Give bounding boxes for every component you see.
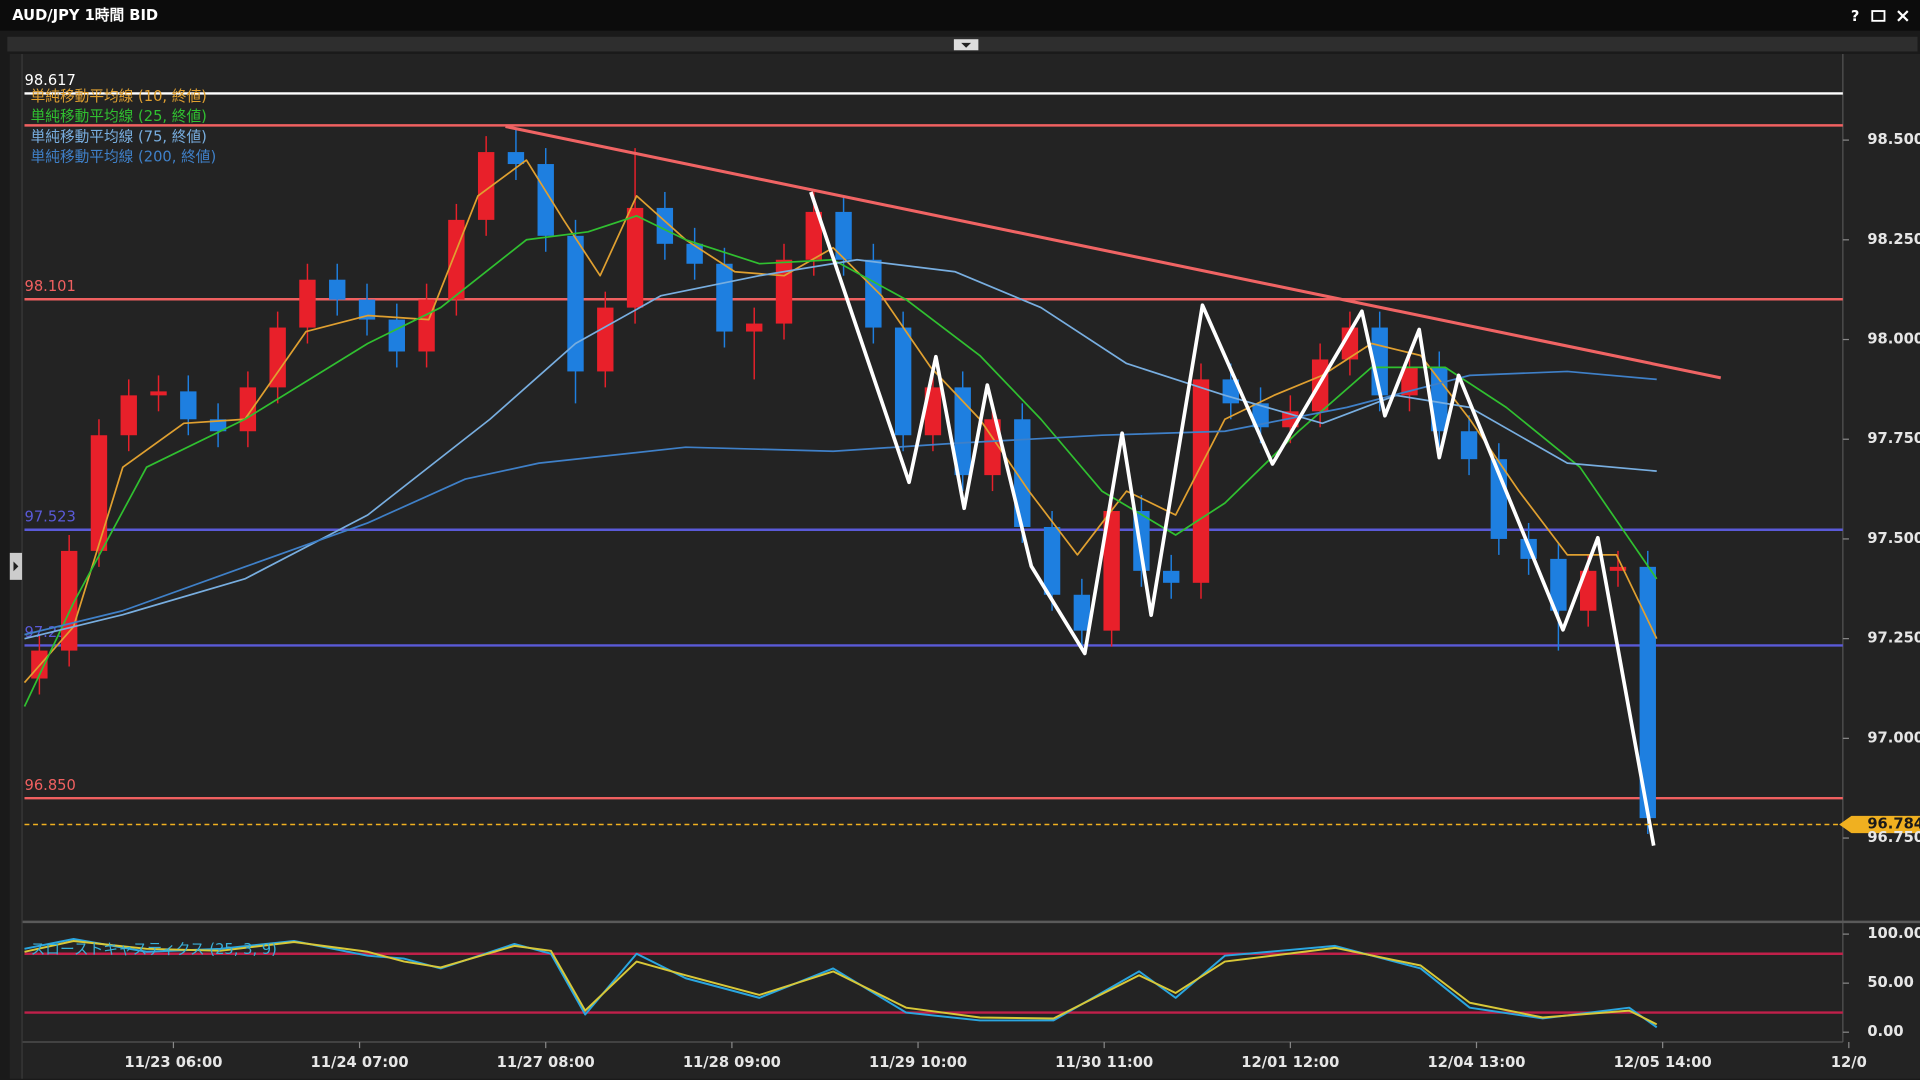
title-bar: [0, 0, 1920, 31]
maximize-button[interactable]: [1871, 10, 1886, 22]
x-tick-label: 11/28 09:00: [683, 1054, 781, 1071]
candle-body: [150, 391, 167, 396]
candle-body: [775, 259, 793, 324]
legend-entry: 単純移動平均線 (75, 終値): [31, 128, 207, 145]
trendline: [505, 125, 1722, 380]
candle-body: [597, 307, 614, 372]
candle-body: [686, 243, 703, 264]
level-label: 96.850: [24, 777, 75, 794]
plot-background: [9, 53, 1920, 1079]
legend-entry: 単純移動平均線 (25, 終値): [31, 108, 207, 125]
candle-body: [358, 299, 376, 320]
current-price-tag: [1839, 815, 1920, 834]
y-tick-label: 98.500: [1867, 131, 1920, 148]
candle-body: [180, 391, 197, 420]
candle-body: [239, 387, 257, 432]
x-tick-label: 11/29 10:00: [869, 1054, 967, 1071]
window-title: AUD/JPY 1時間 BID: [12, 6, 158, 24]
legend-entry: 単純移動平均線 (10, 終値): [31, 88, 207, 105]
candle-body: [537, 164, 554, 236]
y-tick-label: 97.500: [1867, 530, 1920, 547]
candle-body: [1580, 570, 1597, 611]
oscillator-line: [24, 940, 1658, 1026]
help-button[interactable]: ?: [1851, 8, 1860, 25]
y-tick-label: 97.000: [1867, 729, 1920, 746]
candle-body: [1431, 367, 1448, 432]
candle-body: [507, 152, 525, 165]
candle-body: [477, 152, 495, 220]
candle-body: [716, 263, 733, 332]
candle-body: [1014, 419, 1031, 527]
x-tick-label: 11/30 11:00: [1055, 1054, 1153, 1071]
level-label: 97.523: [24, 508, 75, 525]
y-tick-label: 97.750: [1867, 430, 1920, 447]
y-tick-label: 100.00: [1867, 925, 1920, 942]
candle-body: [1460, 431, 1478, 460]
x-tick-label: 12/04 13:00: [1427, 1054, 1525, 1071]
level-label: 98.101: [24, 278, 75, 295]
candle-body: [90, 435, 108, 551]
candle-body: [894, 327, 912, 436]
candle-body: [299, 279, 316, 328]
candle-body: [418, 299, 435, 352]
current-price-label: 96.784: [1867, 815, 1920, 832]
y-tick-label: 0.00: [1867, 1023, 1903, 1040]
candle-body: [805, 211, 822, 260]
y-tick-label: 97.250: [1867, 630, 1920, 647]
candle-body: [329, 279, 346, 300]
level-label: 98.617: [24, 72, 75, 89]
x-tick-label: 12/05 14:00: [1614, 1054, 1712, 1071]
toolbar-toggle-icon: [961, 42, 972, 48]
candle-body: [626, 207, 644, 308]
close-button[interactable]: [1897, 10, 1909, 22]
moving-average: [23, 159, 1658, 684]
y-tick-label: 98.250: [1867, 231, 1920, 248]
x-tick-label: 12/0: [1831, 1054, 1867, 1071]
candle-body: [924, 387, 942, 436]
candle-body: [448, 219, 465, 300]
x-tick-label: 11/24 07:00: [311, 1054, 409, 1071]
oscillator-title: スローストキャスティクス (25, 3, 9): [31, 941, 277, 958]
candle-body: [1073, 594, 1091, 631]
candle-body: [954, 387, 971, 476]
candle-body: [1252, 403, 1269, 428]
moving-average: [24, 258, 1657, 640]
candle-body: [1043, 526, 1061, 595]
candle-body: [209, 419, 227, 432]
candle-body: [567, 235, 584, 372]
y-tick-label: 50.00: [1867, 974, 1913, 991]
side-panel-tab-icon: [13, 561, 19, 572]
candle-body: [746, 323, 763, 332]
x-tick-label: 12/01 12:00: [1241, 1054, 1339, 1071]
candle-body: [1401, 367, 1418, 396]
candle-body: [120, 395, 137, 436]
y-tick-label: 98.000: [1867, 331, 1920, 348]
candle-body: [865, 259, 882, 328]
candle-body: [269, 327, 286, 388]
candle-body: [1192, 379, 1210, 583]
x-tick-label: 11/27 08:00: [497, 1054, 595, 1071]
y-tick-label: 96.750: [1867, 829, 1920, 846]
candle-body: [1103, 511, 1120, 631]
candle-body: [1163, 570, 1180, 583]
x-tick-label: 11/23 06:00: [124, 1054, 222, 1071]
moving-average: [23, 215, 1658, 707]
candle-body: [1609, 566, 1627, 571]
zigzag-line: [809, 191, 1656, 846]
legend-entry: 単純移動平均線 (200, 終値): [31, 149, 217, 166]
candle-body: [388, 319, 405, 352]
candle-body: [1550, 558, 1567, 611]
candle-body: [835, 211, 852, 260]
